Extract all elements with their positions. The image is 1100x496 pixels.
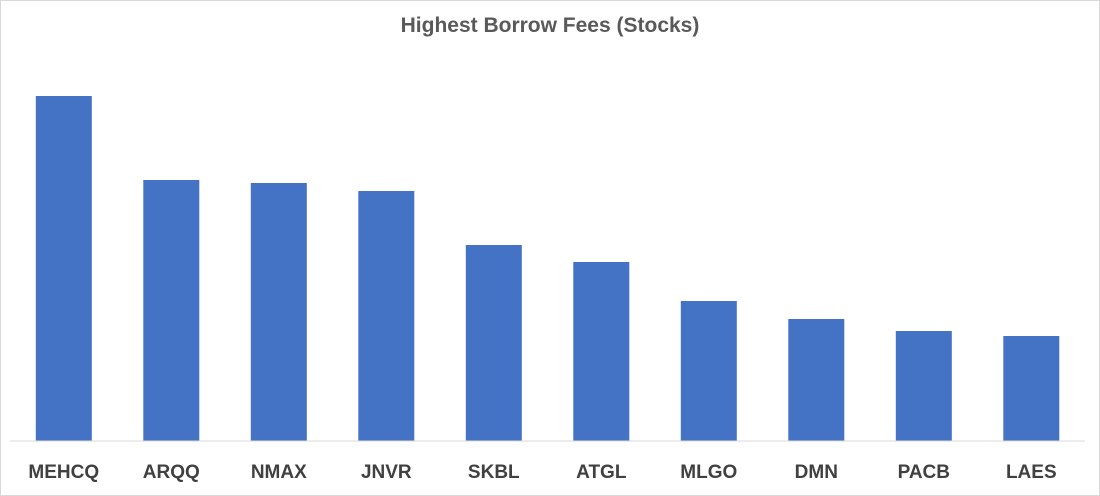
x-tick-label-pacb: PACB [898,462,950,483]
bar-dmn [788,319,845,441]
bar-nmax [250,183,307,441]
bar-laes [1003,336,1060,441]
x-tick-label-mlgo: MLGO [680,462,737,483]
x-tick-label-arqq: ARQQ [143,462,200,483]
bar-jnvr [358,191,415,441]
x-tick-label-jnvr: JNVR [361,462,412,483]
bar-mehcq [35,96,92,441]
bar-group [35,96,1060,441]
x-tick-label-nmax: NMAX [251,462,307,483]
bar-pacb [895,331,952,441]
x-tick-labels: MEHCQ ARQQ NMAX JNVR SKBL ATGL MLGO DMN PACB LAES [28,462,1056,483]
x-tick-label-mehcq: MEHCQ [28,462,99,483]
bar-mlgo [680,301,737,441]
x-tick-label-atgl: ATGL [576,462,627,483]
chart-title: Highest Borrow Fees (Stocks) [400,14,700,37]
bar-atgl [573,262,630,441]
bar-skbl [465,245,522,441]
x-tick-label-dmn: DMN [795,462,838,483]
bar-arqq [143,180,200,441]
x-tick-label-skbl: SKBL [468,462,520,483]
x-tick-label-laes: LAES [1006,462,1057,483]
